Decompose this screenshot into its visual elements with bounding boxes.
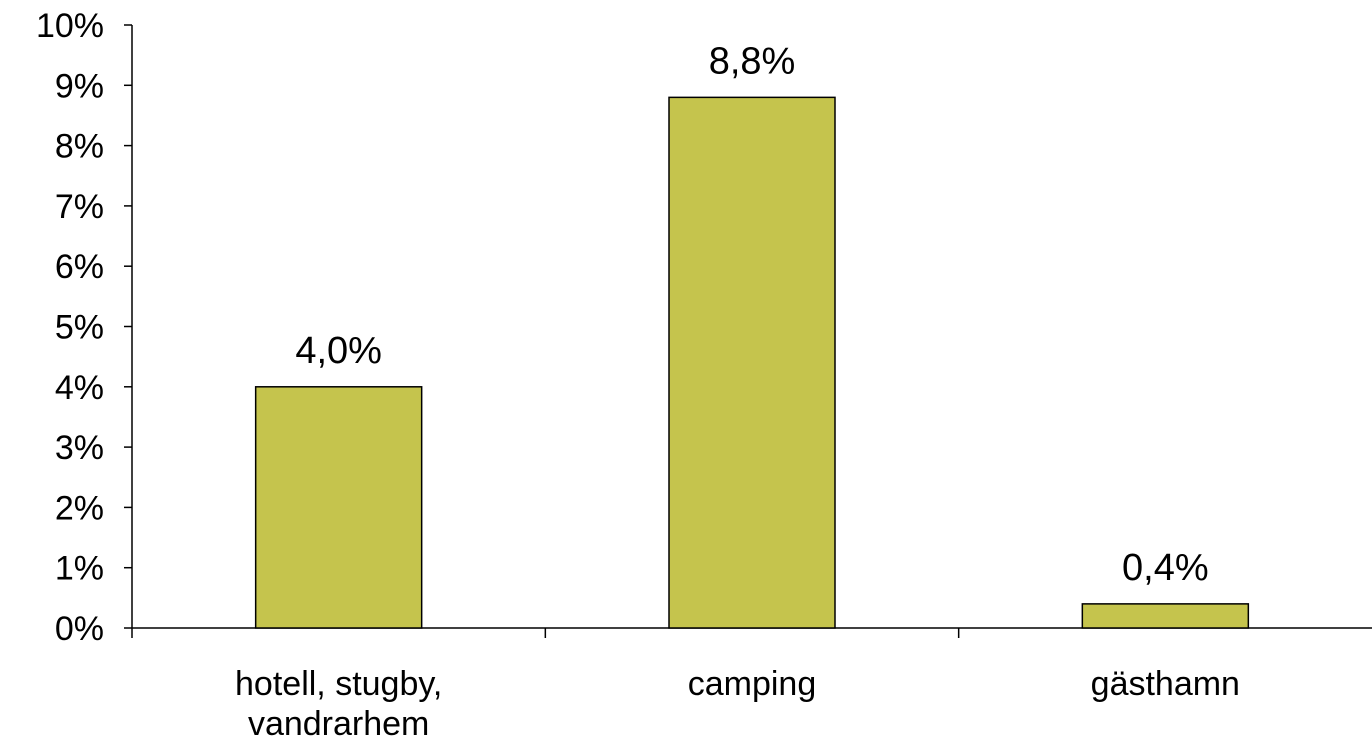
y-tick-label: 1% (55, 550, 104, 588)
x-axis (131, 627, 1372, 638)
y-tick-label: 2% (55, 489, 104, 527)
y-tick-label: 9% (55, 67, 104, 105)
y-tick-label: 4% (55, 369, 104, 407)
bar (1081, 603, 1250, 629)
y-tick-label: 7% (55, 188, 104, 226)
category-label: hotell, stugby, vandrarhem (235, 665, 442, 741)
category-labels: hotell, stugby, vandrarhem camping gästhamn (235, 665, 1240, 741)
y-tick-label: 8% (55, 128, 104, 166)
bar (668, 96, 836, 629)
data-label: 4,0% (295, 330, 382, 372)
y-tick-label: 6% (55, 248, 104, 286)
y-tick-label: 0% (55, 610, 104, 648)
category-label: gästhamn (1091, 665, 1240, 703)
data-label: 8,8% (709, 40, 796, 82)
bar (254, 386, 423, 629)
category-label: camping (688, 665, 817, 703)
bars (254, 96, 1250, 629)
data-label: 0,4% (1122, 547, 1209, 589)
y-axis: 0% 1% 2% 3% 4% 5% 6% 7% 8% 9% 10% (36, 7, 133, 648)
y-tick-label: 3% (55, 429, 104, 467)
y-tick-label: 5% (55, 309, 104, 347)
y-tick-label: 10% (36, 7, 104, 45)
data-labels: 4,0% 8,8% 0,4% (295, 40, 1208, 589)
